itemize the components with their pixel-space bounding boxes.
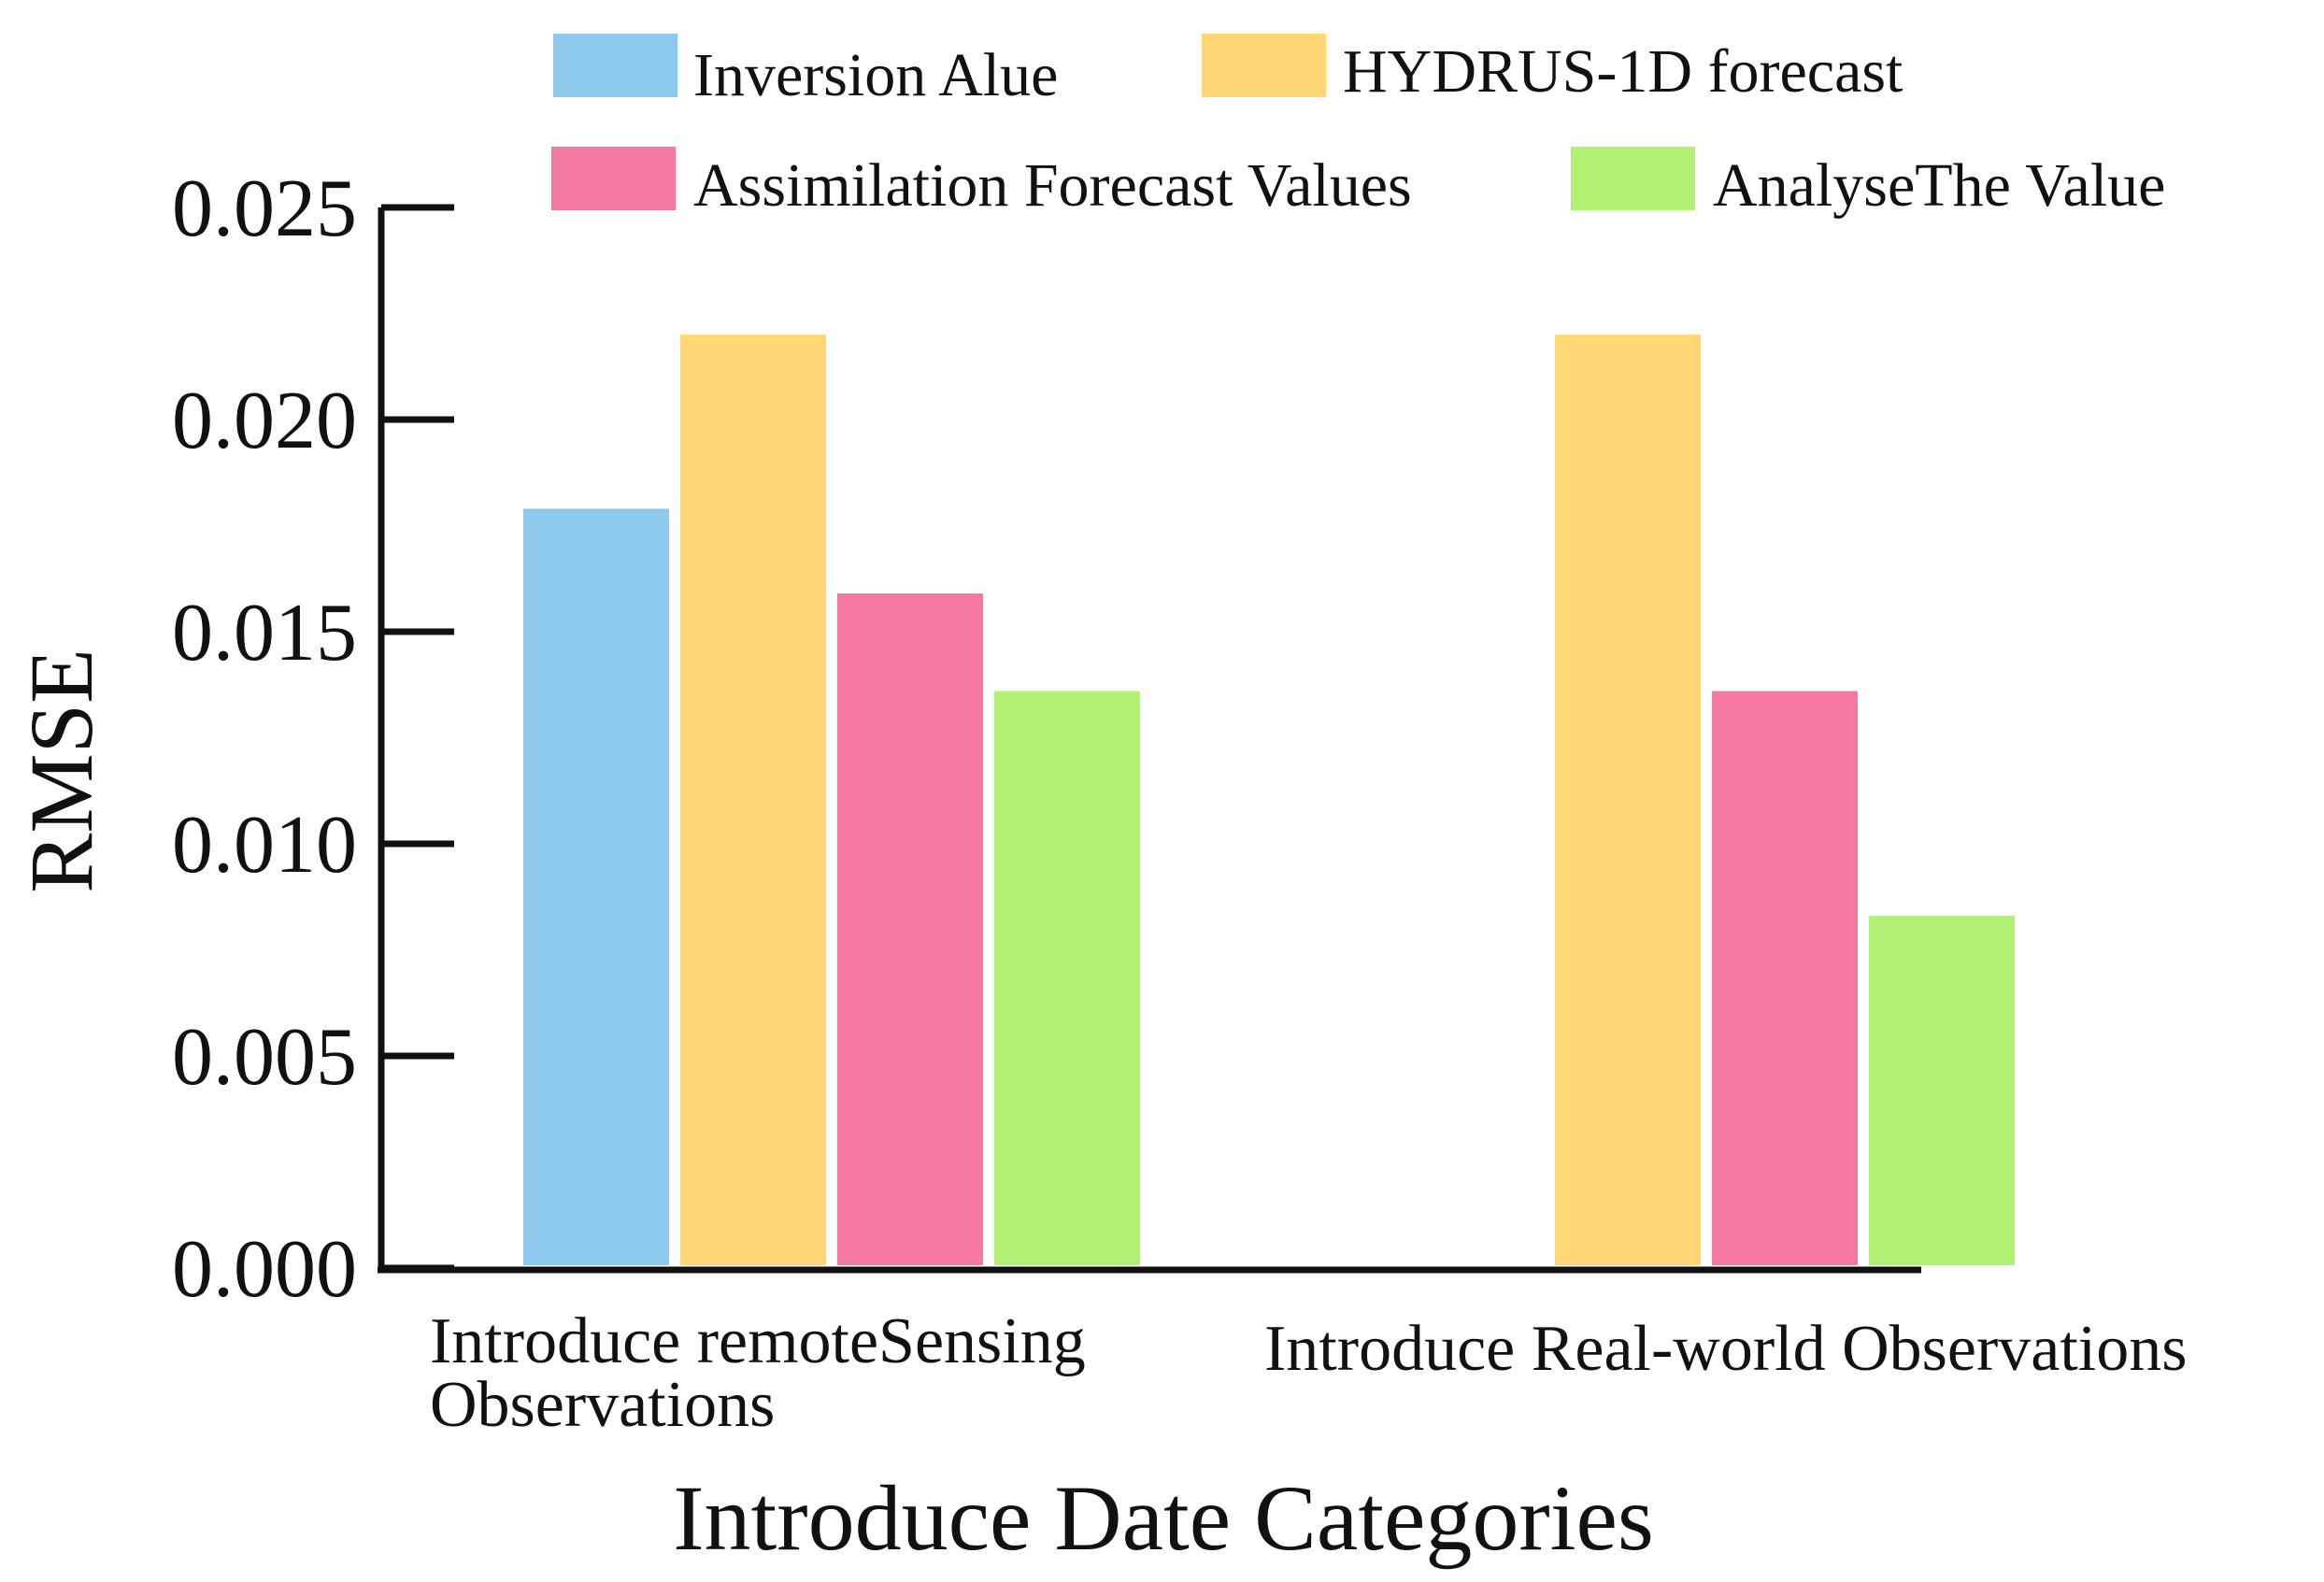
y-ticks-group: 0.000 0.005 0.010 0.015 0.020 0.025 <box>172 164 454 1315</box>
y-tick-label: 0.015 <box>172 588 357 678</box>
legend: Inversion Alue HYDRUS-1D forecast Assimila… <box>551 34 2165 220</box>
bar <box>837 593 983 1265</box>
legend-swatch <box>1202 34 1326 97</box>
bar <box>523 508 669 1265</box>
y-tick-label: 0.020 <box>172 376 357 466</box>
bar <box>680 335 826 1265</box>
bar <box>1869 916 2015 1265</box>
legend-swatch <box>553 34 677 97</box>
legend-label: Inversion Alue <box>693 41 1058 109</box>
bar <box>1712 691 1858 1265</box>
bar <box>1555 335 1701 1265</box>
legend-label: Assimilation Forecast Values <box>693 151 1412 220</box>
legend-label: AnalyseThe Value <box>1713 151 2165 220</box>
y-axis-title: RMSE <box>11 648 111 892</box>
x-category-label: Observations <box>430 1369 775 1441</box>
x-axis-title: Introduce Date Categories <box>673 1466 1654 1570</box>
bar <box>994 691 1140 1265</box>
y-tick-label: 0.010 <box>172 800 357 891</box>
axes-group <box>378 207 1921 1274</box>
legend-swatch <box>551 147 676 210</box>
y-tick-label: 0.000 <box>172 1224 357 1315</box>
legend-swatch <box>1571 147 1695 210</box>
x-category-label: Introduce Real-world Observations <box>1264 1313 2188 1385</box>
x-category-label: Introduce remoteSensing <box>430 1305 1086 1377</box>
y-tick-label: 0.005 <box>172 1012 357 1103</box>
legend-label: HYDRUS-1D forecast <box>1343 37 1903 106</box>
y-tick-label: 0.025 <box>172 164 357 254</box>
bars-group <box>523 335 2015 1265</box>
